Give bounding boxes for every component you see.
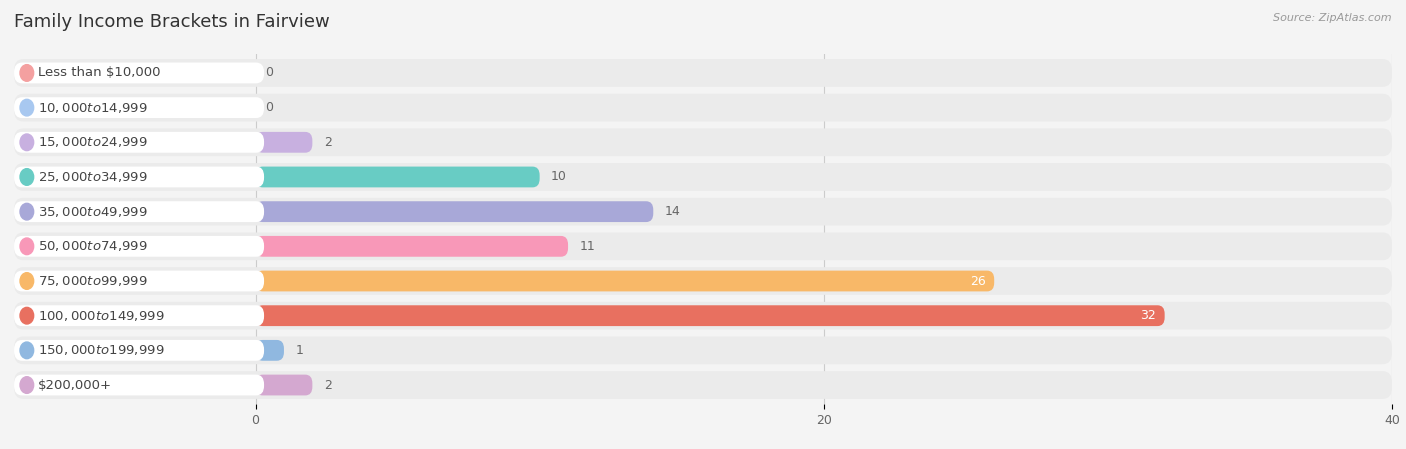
Text: $100,000 to $149,999: $100,000 to $149,999 — [38, 308, 165, 323]
FancyBboxPatch shape — [14, 163, 1392, 191]
Text: Source: ZipAtlas.com: Source: ZipAtlas.com — [1274, 13, 1392, 23]
Text: 2: 2 — [323, 136, 332, 149]
FancyBboxPatch shape — [14, 62, 264, 84]
Text: $10,000 to $14,999: $10,000 to $14,999 — [38, 101, 148, 114]
FancyBboxPatch shape — [14, 340, 264, 361]
FancyBboxPatch shape — [14, 371, 1392, 399]
FancyBboxPatch shape — [14, 128, 1392, 156]
FancyBboxPatch shape — [256, 271, 994, 291]
Circle shape — [20, 169, 34, 185]
Text: $15,000 to $24,999: $15,000 to $24,999 — [38, 135, 148, 150]
FancyBboxPatch shape — [256, 132, 312, 153]
Text: Less than $10,000: Less than $10,000 — [38, 66, 160, 79]
FancyBboxPatch shape — [14, 59, 1392, 87]
Text: $25,000 to $34,999: $25,000 to $34,999 — [38, 170, 148, 184]
Text: 10: 10 — [551, 171, 567, 184]
Text: 2: 2 — [323, 379, 332, 392]
FancyBboxPatch shape — [14, 97, 264, 118]
FancyBboxPatch shape — [14, 198, 1392, 225]
FancyBboxPatch shape — [14, 271, 264, 291]
Circle shape — [20, 238, 34, 255]
Text: 32: 32 — [1140, 309, 1156, 322]
Circle shape — [20, 342, 34, 359]
FancyBboxPatch shape — [14, 374, 264, 396]
Circle shape — [20, 377, 34, 393]
FancyBboxPatch shape — [14, 336, 1392, 364]
Text: 0: 0 — [266, 101, 274, 114]
Circle shape — [20, 203, 34, 220]
Circle shape — [20, 273, 34, 289]
Circle shape — [20, 65, 34, 81]
FancyBboxPatch shape — [14, 267, 1392, 295]
FancyBboxPatch shape — [256, 236, 568, 257]
Text: $150,000 to $199,999: $150,000 to $199,999 — [38, 343, 165, 357]
FancyBboxPatch shape — [14, 201, 264, 222]
FancyBboxPatch shape — [256, 305, 1164, 326]
FancyBboxPatch shape — [14, 236, 264, 257]
FancyBboxPatch shape — [14, 132, 264, 153]
Text: $50,000 to $74,999: $50,000 to $74,999 — [38, 239, 148, 253]
Text: $200,000+: $200,000+ — [38, 379, 112, 392]
Circle shape — [20, 99, 34, 116]
Circle shape — [20, 308, 34, 324]
Text: $35,000 to $49,999: $35,000 to $49,999 — [38, 205, 148, 219]
Text: 0: 0 — [266, 66, 274, 79]
FancyBboxPatch shape — [14, 302, 1392, 330]
Text: 11: 11 — [579, 240, 595, 253]
Text: 26: 26 — [970, 274, 986, 287]
FancyBboxPatch shape — [256, 201, 654, 222]
Text: 14: 14 — [665, 205, 681, 218]
FancyBboxPatch shape — [14, 167, 264, 187]
FancyBboxPatch shape — [14, 305, 264, 326]
Text: Family Income Brackets in Fairview: Family Income Brackets in Fairview — [14, 13, 330, 31]
FancyBboxPatch shape — [14, 233, 1392, 260]
FancyBboxPatch shape — [256, 167, 540, 187]
FancyBboxPatch shape — [256, 340, 284, 361]
FancyBboxPatch shape — [14, 94, 1392, 122]
Circle shape — [20, 134, 34, 150]
FancyBboxPatch shape — [256, 374, 312, 396]
Text: 1: 1 — [295, 344, 304, 357]
Text: $75,000 to $99,999: $75,000 to $99,999 — [38, 274, 148, 288]
